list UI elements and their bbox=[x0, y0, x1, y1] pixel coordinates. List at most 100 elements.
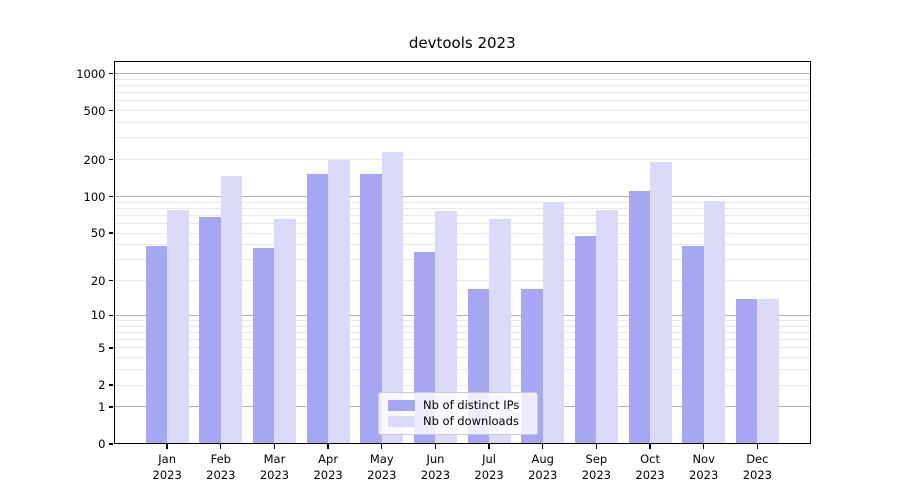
minor-gridline bbox=[113, 214, 811, 216]
y-tick-mark bbox=[108, 195, 114, 198]
minor-gridline bbox=[113, 110, 811, 112]
y-tick-mark bbox=[108, 443, 114, 445]
minor-gridline bbox=[113, 232, 811, 234]
minor-gridline bbox=[113, 339, 811, 341]
y-tick-mark bbox=[108, 232, 114, 234]
y-tick-label: 0 bbox=[98, 437, 106, 451]
x-tick-mark bbox=[381, 444, 383, 449]
minor-gridline bbox=[113, 223, 811, 225]
minor-gridline bbox=[113, 357, 811, 359]
y-tick-label: 10 bbox=[90, 308, 106, 323]
minor-gridline bbox=[113, 100, 811, 102]
x-tick-mark bbox=[166, 444, 168, 449]
y-tick-mark bbox=[108, 314, 114, 317]
x-tick-mark bbox=[595, 444, 598, 449]
y-tick-label: 500 bbox=[83, 103, 106, 118]
y-tick-mark bbox=[108, 280, 114, 282]
minor-gridline bbox=[113, 201, 811, 203]
legend-label: Nb of downloads bbox=[423, 414, 519, 428]
x-tick-mark bbox=[220, 444, 222, 449]
bar-distinct-ips-jan bbox=[145, 246, 168, 444]
minor-gridline bbox=[113, 137, 811, 139]
y-tick-mark bbox=[108, 72, 114, 75]
major-gridline bbox=[113, 314, 811, 316]
legend-swatch-downloads-icon bbox=[388, 416, 415, 427]
legend-label: Nb of distinct IPs bbox=[423, 398, 520, 412]
x-tick-mark bbox=[702, 444, 705, 449]
bar-distinct-ips-nov bbox=[682, 246, 704, 444]
y-tick-label: 1000 bbox=[76, 66, 106, 81]
y-tick-label: 20 bbox=[90, 273, 106, 288]
bar-distinct-ips-feb bbox=[199, 216, 221, 444]
minor-gridline bbox=[113, 122, 811, 124]
minor-gridline bbox=[113, 78, 811, 80]
bar-downloads-jul bbox=[489, 218, 511, 444]
x-tick-mark bbox=[488, 444, 490, 449]
bar-downloads-dec bbox=[757, 298, 779, 444]
x-tick-mark bbox=[273, 444, 276, 449]
legend-item-downloads: Nb of downloads bbox=[379, 415, 537, 428]
minor-gridline bbox=[113, 259, 811, 261]
bar-downloads-nov bbox=[703, 200, 726, 444]
y-tick-label: 1 bbox=[98, 399, 106, 414]
y-tick-mark bbox=[108, 158, 114, 161]
bar-downloads-oct bbox=[650, 162, 672, 444]
minor-gridline bbox=[113, 159, 811, 161]
minor-gridline bbox=[113, 325, 811, 327]
x-tick-label: Jun 2023 bbox=[420, 452, 451, 482]
major-gridline bbox=[113, 196, 811, 197]
y-tick-label: 5 bbox=[98, 340, 106, 355]
bar-downloads-mar bbox=[274, 218, 296, 444]
minor-gridline bbox=[113, 92, 811, 94]
y-tick-label: 2 bbox=[98, 378, 106, 393]
y-tick-label: 200 bbox=[83, 152, 106, 167]
bar-downloads-may bbox=[381, 152, 404, 444]
y-tick-mark bbox=[108, 347, 114, 349]
chart-title: devtools 2023 bbox=[408, 34, 516, 52]
bar-downloads-aug bbox=[542, 202, 565, 444]
bar-distinct-ips-mar bbox=[252, 247, 275, 444]
minor-gridline bbox=[113, 320, 811, 322]
minor-gridline bbox=[113, 84, 811, 86]
y-tick-mark bbox=[108, 406, 114, 408]
bar-distinct-ips-may bbox=[360, 174, 382, 444]
x-tick-label: Jan 2023 bbox=[152, 452, 182, 482]
x-tick-label: Jul 2023 bbox=[474, 452, 504, 482]
bar-distinct-ips-apr bbox=[306, 174, 329, 444]
x-tick-label: Feb 2023 bbox=[206, 452, 236, 482]
minor-gridline bbox=[113, 331, 811, 333]
legend-item-distinct-ips: Nb of distinct IPs bbox=[379, 399, 537, 412]
x-tick-mark bbox=[434, 444, 437, 449]
x-tick-label: Oct 2023 bbox=[635, 452, 665, 482]
x-tick-label: Sep 2023 bbox=[581, 452, 612, 482]
bar-downloads-jan bbox=[167, 209, 189, 444]
x-tick-mark bbox=[327, 444, 329, 449]
bar-downloads-feb bbox=[220, 175, 243, 444]
y-tick-label: 100 bbox=[83, 189, 106, 204]
minor-gridline bbox=[113, 384, 811, 386]
x-tick-mark bbox=[756, 444, 759, 449]
y-tick-mark bbox=[108, 109, 114, 112]
x-tick-mark bbox=[542, 444, 544, 449]
minor-gridline bbox=[113, 207, 811, 209]
minor-gridline bbox=[113, 244, 811, 246]
bar-downloads-sep bbox=[596, 210, 618, 444]
bar-downloads-jun bbox=[435, 211, 457, 444]
legend-box: Nb of distinct IPs Nb of downloads bbox=[378, 392, 538, 435]
minor-gridline bbox=[113, 369, 811, 371]
x-tick-label: Mar 2023 bbox=[259, 452, 290, 482]
x-tick-label: Apr 2023 bbox=[313, 452, 343, 482]
bar-distinct-ips-dec bbox=[735, 298, 758, 444]
x-tick-label: Dec 2023 bbox=[742, 452, 772, 482]
bar-distinct-ips-oct bbox=[628, 191, 651, 444]
y-tick-mark bbox=[108, 384, 114, 386]
bar-distinct-ips-sep bbox=[574, 236, 597, 444]
bar-downloads-apr bbox=[328, 159, 350, 444]
minor-gridline bbox=[113, 280, 811, 282]
x-tick-label: May 2023 bbox=[367, 452, 397, 482]
x-tick-label: Aug 2023 bbox=[528, 452, 558, 482]
major-gridline bbox=[113, 73, 811, 74]
x-tick-mark bbox=[649, 444, 651, 449]
y-tick-label: 50 bbox=[90, 226, 106, 241]
legend-swatch-distinct-ips-icon bbox=[388, 400, 415, 411]
